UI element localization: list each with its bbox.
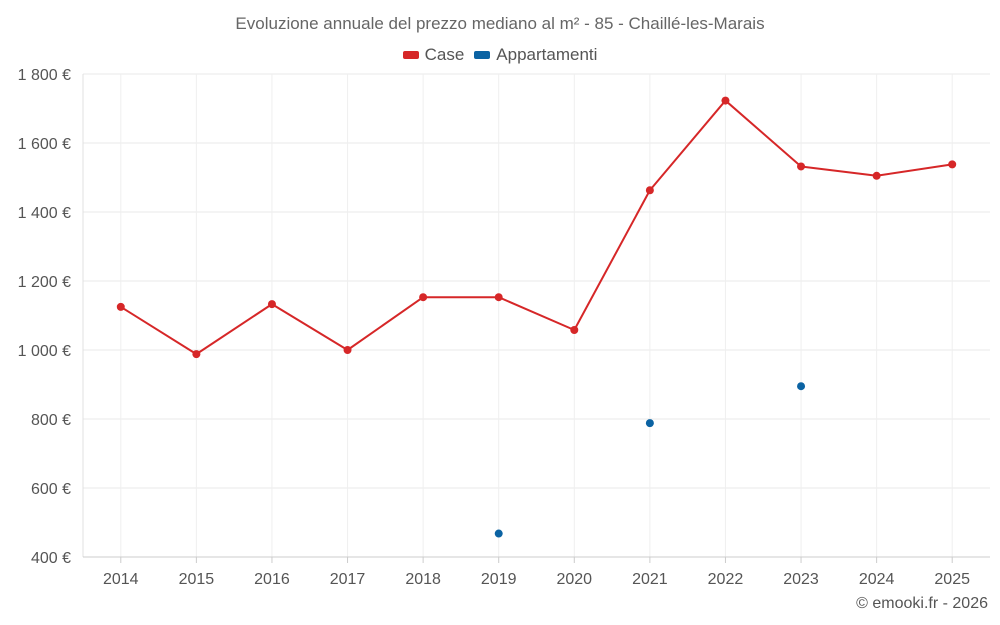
legend: Case Appartamenti (0, 45, 1000, 65)
data-point-case[interactable] (721, 96, 730, 105)
y-tick-label: 1 400 € (18, 205, 71, 222)
legend-swatch-appartamenti (474, 51, 491, 59)
series-line-case (648, 99, 727, 192)
y-tick-label: 600 € (31, 481, 71, 498)
legend-swatch-case (402, 51, 419, 59)
data-point-case[interactable] (872, 171, 881, 180)
y-tick-label: 1 000 € (18, 343, 71, 360)
data-point-case[interactable] (419, 293, 428, 302)
x-tick-label: 2021 (632, 571, 668, 588)
data-point-appartamenti[interactable] (797, 382, 806, 391)
x-tick-label: 2019 (481, 571, 517, 588)
data-point-case[interactable] (192, 350, 201, 359)
y-tick-label: 1 200 € (18, 274, 71, 291)
data-point-appartamenti[interactable] (494, 529, 503, 538)
y-tick-label: 1 800 € (18, 67, 71, 84)
y-tick-label: 800 € (31, 412, 71, 429)
y-tick-label: 400 € (31, 550, 71, 567)
legend-label-appartamenti: Appartamenti (496, 45, 598, 64)
x-tick-label: 2014 (103, 571, 139, 588)
data-point-case[interactable] (343, 346, 352, 354)
series-line-case (800, 165, 878, 177)
series-line-case (270, 303, 349, 351)
data-point-case[interactable] (948, 160, 957, 169)
data-point-case[interactable] (116, 302, 125, 311)
x-tick-label: 2023 (783, 571, 819, 588)
data-point-case[interactable] (267, 300, 276, 309)
y-tick-label: 1 600 € (18, 136, 71, 153)
series-line-case (573, 189, 651, 331)
x-tick-label: 2017 (330, 571, 366, 588)
data-point-case[interactable] (797, 162, 806, 171)
x-tick-label: 2015 (179, 571, 215, 588)
chart-title: Evoluzione annuale del prezzo mediano al… (235, 14, 765, 33)
data-point-case[interactable] (494, 293, 503, 302)
series-line-case (346, 296, 425, 351)
series-line-case (497, 296, 576, 331)
x-tick-label: 2020 (556, 571, 592, 588)
x-tick-label: 2018 (405, 571, 441, 588)
x-tick-label: 2024 (859, 571, 895, 588)
legend-label-case: Case (424, 45, 465, 64)
data-point-case[interactable] (645, 186, 654, 195)
series-line-case (195, 303, 273, 356)
legend-item-appartamenti[interactable]: Appartamenti (474, 45, 597, 65)
series-line-case (119, 305, 198, 356)
data-point-appartamenti[interactable] (645, 419, 654, 428)
x-tick-label: 2022 (708, 571, 744, 588)
x-tick-label: 2016 (254, 571, 290, 588)
series-line-case (724, 99, 803, 168)
legend-item-case[interactable]: Case (402, 45, 465, 65)
x-tick-label: 2025 (934, 571, 970, 588)
series-line-case (875, 163, 954, 177)
data-point-case[interactable] (570, 325, 579, 334)
credit-text: © emooki.fr - 2026 (856, 595, 988, 612)
